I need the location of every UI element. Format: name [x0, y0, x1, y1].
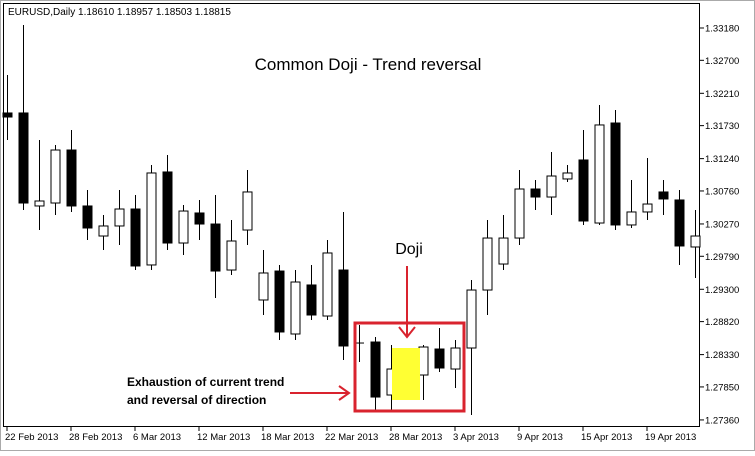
candle-body — [226, 240, 237, 271]
candle-body — [498, 237, 509, 265]
candle-body — [418, 346, 429, 376]
candle-body — [370, 341, 381, 398]
candle-body — [50, 149, 61, 204]
x-tick-label: 15 Apr 2013 — [581, 432, 632, 443]
note-line: Exhaustion of current trend — [127, 375, 284, 389]
candle-body — [578, 159, 589, 222]
x-tick-label: 28 Mar 2013 — [389, 432, 442, 443]
x-tick-label: 9 Apr 2013 — [517, 432, 563, 443]
candle-body — [114, 208, 125, 227]
y-tick-label: 1.32700 — [705, 56, 739, 67]
candle-body — [562, 172, 573, 180]
doji-arrowhead — [398, 326, 416, 339]
candle-body — [242, 191, 253, 231]
candle-body — [2, 112, 13, 118]
x-tick-label: 3 Apr 2013 — [453, 432, 499, 443]
chart-header: EURUSD,Daily 1.18610 1.18957 1.18503 1.1… — [8, 7, 231, 18]
candle-body — [34, 200, 45, 207]
y-tick-label: 1.29300 — [705, 285, 739, 296]
candle-body — [434, 348, 445, 369]
x-tick-label: 12 Mar 2013 — [197, 432, 250, 443]
candle-body — [146, 172, 157, 266]
y-tick-label: 1.28330 — [705, 350, 739, 361]
candle-body — [82, 205, 93, 229]
candle-body — [162, 171, 173, 244]
doji-highlight — [392, 348, 420, 400]
candle-body — [258, 272, 269, 301]
chart-title: Common Doji - Trend reversal — [255, 55, 482, 74]
y-tick-label: 1.29790 — [705, 252, 739, 263]
candle-body — [610, 122, 621, 226]
y-tick-label: 1.27850 — [705, 382, 739, 393]
candle-body — [642, 203, 653, 213]
candles — [2, 24, 701, 416]
x-tick-label: 19 Apr 2013 — [645, 432, 696, 443]
note-line: and reversal of direction — [127, 393, 266, 407]
candle-body — [482, 237, 493, 291]
candle-body — [210, 223, 221, 272]
candle-body — [514, 188, 525, 239]
candle-body — [274, 270, 285, 333]
candle-body — [546, 175, 557, 198]
candle-body — [674, 199, 685, 247]
x-tick-label: 6 Mar 2013 — [133, 432, 181, 443]
candle-body — [66, 149, 77, 207]
doji-label: Doji — [395, 241, 423, 258]
candle-body — [690, 235, 701, 248]
candle-body — [322, 252, 333, 317]
x-tick-label: 22 Feb 2013 — [5, 432, 58, 443]
y-tick-label: 1.30760 — [705, 186, 739, 197]
candle-body — [130, 208, 141, 267]
y-tick-label: 1.31240 — [705, 154, 739, 165]
candle-body — [530, 188, 541, 198]
highlight-box — [353, 321, 466, 413]
candle-body — [594, 124, 605, 224]
candle-body — [626, 211, 637, 226]
candle-body — [306, 284, 317, 316]
y-tick-label: 1.27360 — [705, 415, 739, 426]
y-tick-label: 1.32210 — [705, 89, 739, 100]
x-tick-label: 22 Mar 2013 — [325, 432, 378, 443]
x-tick-label: 28 Feb 2013 — [69, 432, 122, 443]
y-tick-label: 1.30270 — [705, 219, 739, 230]
candle-body — [178, 210, 189, 244]
candle-body — [658, 191, 669, 200]
candle-body — [290, 281, 301, 335]
y-tick-label: 1.31730 — [705, 121, 739, 132]
candle-body — [450, 347, 461, 370]
y-tick-label: 1.33180 — [705, 23, 739, 34]
x-tick-label: 18 Mar 2013 — [261, 432, 314, 443]
candle-body — [18, 112, 29, 204]
candle-body — [194, 212, 205, 225]
note-arrowhead — [338, 385, 351, 401]
candle-body — [338, 269, 349, 347]
candle-body — [466, 289, 477, 349]
y-tick-label: 1.28820 — [705, 317, 739, 328]
candle-body — [98, 225, 109, 237]
